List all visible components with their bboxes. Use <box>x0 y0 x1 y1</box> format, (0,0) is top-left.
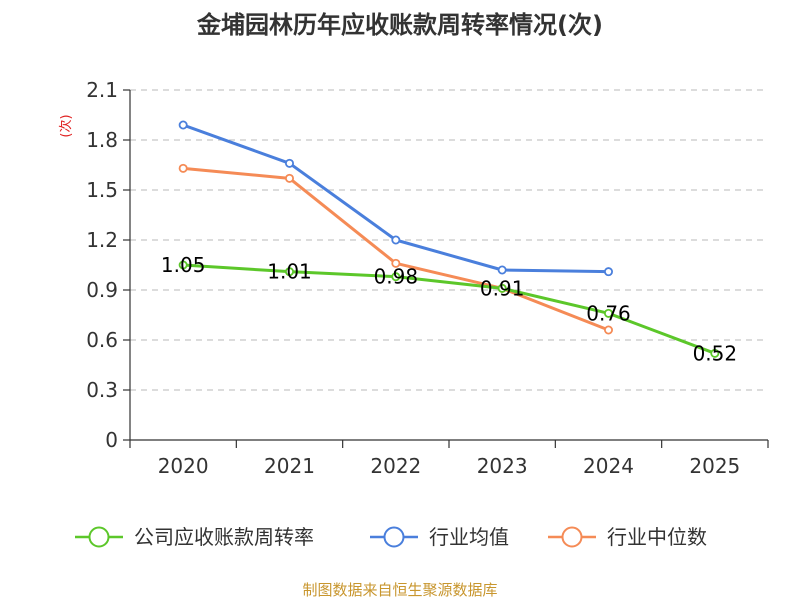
series-layer <box>178 120 720 358</box>
y-tick-label: 0.6 <box>86 328 118 352</box>
legend-marker <box>88 526 110 548</box>
y-tick-label: 0.3 <box>86 378 118 402</box>
x-tick-label: 2024 <box>583 454 634 478</box>
y-tick-label: 0.9 <box>86 278 118 302</box>
legend-label: 公司应收账款周转率 <box>134 525 314 549</box>
axes: 0 0.3 0.6 0.9 1.2 1.5 1.8 2.1 2020 2021 2022 2023 20… <box>86 78 769 478</box>
x-tick-label: 2021 <box>264 454 315 478</box>
series-2 <box>178 163 614 335</box>
grid <box>130 89 768 391</box>
legend: 公司应收账款周转率 行业均值 行业中位数 <box>75 525 707 549</box>
x-tick-label: 2020 <box>158 454 209 478</box>
data-point <box>497 283 507 293</box>
data-point <box>284 158 294 168</box>
chart-title: 金埔园林历年应收账款周转率情况(次) <box>196 11 603 39</box>
data-label: 1.01 <box>267 260 312 284</box>
legend-marker <box>383 526 405 548</box>
data-point <box>284 267 294 277</box>
data-point <box>391 258 401 268</box>
series-line <box>183 263 716 355</box>
x-tick-label: 2023 <box>477 454 528 478</box>
series-0 <box>178 260 720 358</box>
data-label: 0.91 <box>480 276 525 300</box>
legend-marker <box>561 526 583 548</box>
y-tick-label: 1.8 <box>86 128 118 152</box>
data-point <box>284 173 294 183</box>
series-line <box>182 123 609 274</box>
data-point <box>178 163 188 173</box>
legend-item: 行业均值 <box>370 525 509 549</box>
y-tick-label: 1.5 <box>86 178 118 202</box>
y-tick-label: 1.2 <box>86 228 118 252</box>
data-point <box>604 325 614 335</box>
data-label: 0.98 <box>374 265 419 289</box>
data-point <box>178 260 188 270</box>
source-note: 制图数据来自恒生聚源数据库 <box>302 581 497 599</box>
data-point <box>178 120 188 130</box>
data-point <box>391 235 401 245</box>
series-line <box>183 166 610 332</box>
data-label: 0.76 <box>586 301 631 325</box>
legend-item: 行业中位数 <box>548 525 707 549</box>
data-point <box>497 265 507 275</box>
x-tick-label: 2022 <box>370 454 421 478</box>
data-point <box>604 267 614 277</box>
legend-label: 行业中位数 <box>607 525 707 549</box>
legend-label: 行业均值 <box>429 525 509 549</box>
data-point <box>391 272 401 282</box>
y-tick-label: 0 <box>105 428 118 452</box>
x-tick-label: 2025 <box>689 454 740 478</box>
y-axis-label: (次) <box>58 114 74 137</box>
data-label: 1.05 <box>161 253 206 277</box>
series-1 <box>178 120 614 277</box>
y-tick-label: 2.1 <box>86 78 118 102</box>
data-point <box>710 348 720 358</box>
data-label: 0.52 <box>693 341 738 365</box>
data-labels: 1.05 1.01 0.98 0.91 0.76 0.52 <box>161 253 737 365</box>
data-point <box>604 308 614 318</box>
legend-item: 公司应收账款周转率 <box>75 525 314 549</box>
